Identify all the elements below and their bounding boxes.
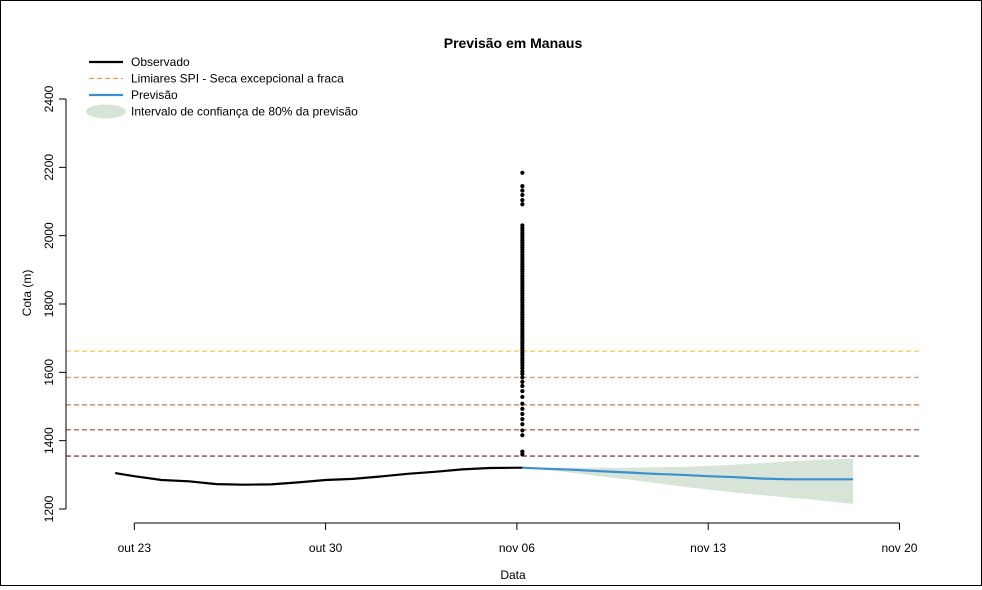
legend: Observado Limiares SPI - Seca excepcional… [86, 55, 358, 119]
legend-entry-label: Previsão [131, 88, 178, 102]
series-line-observado [115, 466, 523, 486]
confidence-band [522, 458, 853, 504]
x-axis-label: Data [500, 568, 526, 582]
ensemble-point [520, 371, 525, 377]
ensemble-point [520, 379, 525, 384]
legend-swatch [86, 104, 126, 119]
y-tick-label: 2400 [42, 85, 56, 112]
x-tick-label: nov 06 [499, 541, 535, 555]
ensemble-point [520, 188, 525, 193]
ensemble-point [520, 366, 525, 371]
chart-title: Previsão em Manaus [444, 35, 583, 51]
y-tick-label: 1200 [42, 495, 56, 522]
ensemble-point [520, 406, 525, 411]
y-axis-label: Cota (m) [20, 270, 34, 317]
ensemble-point [520, 411, 525, 417]
series-line-previs-o [522, 466, 853, 481]
x-tick-label: out 30 [309, 541, 343, 555]
ensemble-point [520, 422, 525, 427]
legend-entry-label: Intervalo de confiança de 80% da previsã… [131, 105, 358, 119]
ensemble-point [520, 433, 525, 438]
ensemble-point [520, 394, 525, 400]
y-tick-label: 2200 [42, 154, 56, 181]
y-tick-label: 1400 [42, 427, 56, 454]
ensemble-point [520, 375, 525, 380]
ensemble-point [520, 170, 525, 175]
x-tick-label: nov 13 [690, 541, 726, 555]
y-tick-label: 1800 [42, 290, 56, 317]
ensemble-point [520, 198, 525, 203]
ensemble-point [520, 202, 525, 207]
ensemble-point [520, 417, 525, 422]
x-tick-label: out 23 [118, 541, 152, 555]
ensemble-point [520, 184, 525, 189]
ensemble-point [520, 192, 525, 198]
ensemble-point [520, 452, 525, 457]
legend-entry-label: Limiares SPI - Seca excepcional a fraca [131, 72, 344, 86]
ensemble-point [520, 428, 525, 433]
legend-entry-label: Observado [131, 55, 190, 69]
y-tick-label: 1600 [42, 359, 56, 386]
ensemble-point [520, 401, 525, 406]
ensemble-point [520, 389, 525, 394]
y-tick-label: 2000 [42, 222, 56, 249]
ensemble-point [520, 383, 525, 389]
x-tick-label: nov 20 [881, 541, 917, 555]
